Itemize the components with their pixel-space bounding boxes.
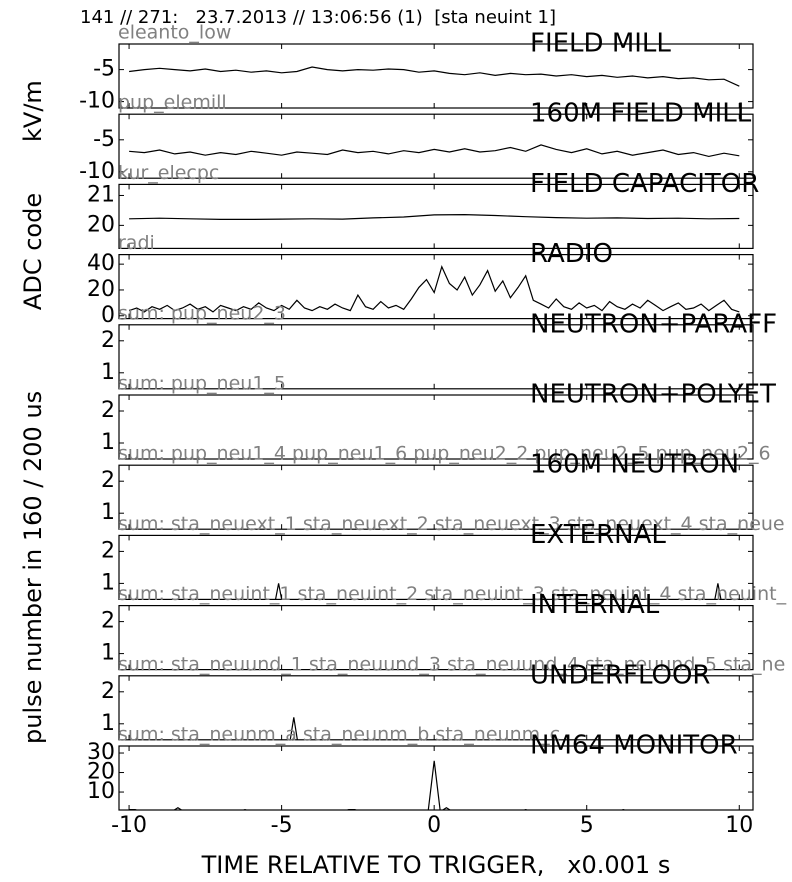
- panel-title: NEUTRON+POLYET: [530, 380, 776, 410]
- panel-frame: [118, 464, 754, 530]
- data-line: [129, 144, 740, 158]
- y-tick-label: 21: [87, 182, 115, 207]
- y-tick-label: -10: [79, 159, 115, 184]
- panel-title: EXTERNAL: [530, 520, 666, 550]
- y-tick-label: 1: [101, 641, 115, 666]
- panel-frame: [118, 675, 754, 741]
- y-tick-label: 40: [87, 251, 115, 276]
- panel-title: FIELD MILL: [530, 29, 671, 59]
- panel-frame: [118, 254, 754, 320]
- x-tick-label: 0: [427, 813, 441, 838]
- source-label: eleanto_low: [118, 22, 231, 44]
- source-label: sum: pup_neu1_4 pup_neu1_6 pup_neu2_2 pu…: [118, 443, 771, 465]
- y-axis-label: ADC code: [19, 193, 47, 310]
- y-tick-label: 20: [87, 212, 115, 237]
- y-tick-label: 1: [101, 711, 115, 736]
- y-tick-label: 0: [101, 303, 115, 328]
- panel-title: RADIO: [530, 239, 613, 269]
- source-label: sum: sta_neuext_1 sta_neuext_2 sta_neuex…: [118, 513, 785, 535]
- x-tick-label: 10: [725, 813, 753, 838]
- y-tick-label: -10: [79, 89, 115, 114]
- data-line: [129, 760, 627, 810]
- y-tick-label: 2: [101, 609, 115, 634]
- y-tick-label: 10: [87, 779, 115, 804]
- y-tick-label: 2: [101, 398, 115, 423]
- y-tick-label: -5: [93, 127, 115, 152]
- source-label: sum: sta_neuint_1 sta_neuint_2 sta_neuin…: [118, 583, 787, 605]
- source-label: kur_elecpc: [118, 162, 219, 184]
- y-axis-label: pulse number in 160 / 200 us: [19, 391, 47, 744]
- panel-frame: [118, 43, 754, 109]
- y-tick-label: 1: [101, 500, 115, 525]
- source-label: sum: pup_neu1_5: [118, 373, 286, 395]
- panel-title: NM64 MONITOR: [530, 731, 738, 761]
- panel-frame: [118, 604, 754, 671]
- panel-frame: [118, 534, 754, 601]
- panel-frame: [118, 324, 754, 390]
- x-tick-label: 5: [580, 813, 594, 838]
- source-label: sum: sta_neunm_a sta_neunm_b sta_neunm_c: [118, 724, 560, 746]
- data-line: [129, 66, 740, 87]
- y-tick-label: 30: [87, 740, 115, 765]
- x-tick-label: -10: [111, 813, 147, 838]
- panel-title: UNDERFLOOR: [530, 660, 711, 690]
- y-tick-label: -5: [93, 57, 115, 82]
- source-label: sum: sta_neuund_1 sta_neuund_3 sta_neuun…: [118, 653, 785, 675]
- x-tick-label: -5: [271, 813, 293, 838]
- source-label: radi: [118, 232, 155, 254]
- y-axis-label: kV/m: [19, 80, 47, 142]
- panel-title: 160M FIELD MILL: [530, 99, 752, 129]
- x-axis-label: TIME RELATIVE TO TRIGGER, x0.001 s: [201, 851, 671, 879]
- y-tick-label: 2: [101, 679, 115, 704]
- y-tick-label: 1: [101, 570, 115, 595]
- y-tick-label: 2: [101, 328, 115, 353]
- panel-title: FIELD CAPACITOR: [530, 169, 759, 199]
- panel-title: 160M NEUTRON: [530, 450, 739, 480]
- y-tick-label: 20: [87, 760, 115, 785]
- panel-title: NEUTRON+PARAFF: [530, 309, 777, 339]
- header: 141 // 271: 23.7.2013 // 13:06:56 (1) [s…: [80, 7, 556, 28]
- y-tick-label: 20: [87, 277, 115, 302]
- panel-frame: [118, 113, 754, 179]
- y-tick-label: 1: [101, 360, 115, 385]
- panel-frame: [118, 745, 754, 811]
- panel-frame: [118, 183, 754, 249]
- data-line: [129, 213, 740, 220]
- y-tick-label: 2: [101, 468, 115, 493]
- source-label: pup_elemill: [118, 92, 227, 114]
- y-tick-label: 1: [101, 430, 115, 455]
- data-line: [128, 264, 740, 313]
- y-tick-label: 2: [101, 538, 115, 563]
- panel-title: INTERNAL: [530, 590, 660, 620]
- data-line: [289, 717, 298, 740]
- source-label: sum: pup_neu2_3: [118, 302, 286, 324]
- panel-frame: [118, 394, 754, 460]
